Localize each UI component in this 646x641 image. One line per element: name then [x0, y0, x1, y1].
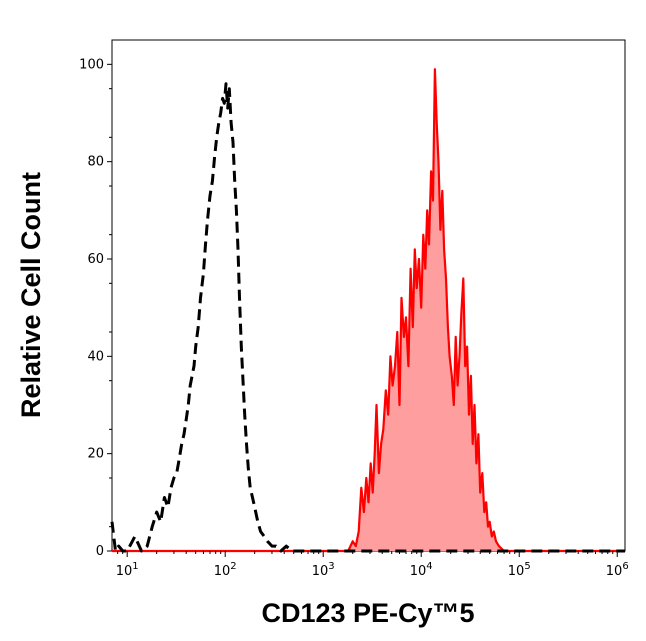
x-tick-label: 102: [214, 561, 237, 579]
y-tick-label: 60: [87, 252, 104, 267]
x-tick-base: 10: [606, 564, 623, 579]
y-axis: 0 20 40 60 80 100: [79, 57, 112, 559]
x-tick-label: 106: [606, 561, 629, 579]
x-tick-exponent: 6: [622, 561, 628, 572]
y-axis-title: Relative Cell Count: [16, 172, 46, 418]
x-tick-base: 10: [410, 564, 427, 579]
x-tick-exponent: 2: [230, 561, 236, 572]
x-axis-title: CD123 PE-Cy™5: [261, 598, 474, 628]
series-line-1: [110, 82, 625, 553]
y-tick-label: 80: [87, 155, 104, 170]
x-tick-exponent: 1: [132, 561, 138, 572]
x-tick-label: 104: [410, 561, 433, 579]
y-tick-label: 40: [87, 349, 104, 364]
y-tick-label: 0: [96, 544, 104, 559]
x-tick-exponent: 5: [524, 561, 530, 572]
x-tick-label: 101: [116, 561, 139, 579]
series-line-0: [112, 68, 625, 553]
y-tick-label: 20: [87, 447, 104, 462]
x-tick-exponent: 3: [328, 561, 334, 572]
x-axis: 101 102 103 104 105 106: [116, 551, 629, 579]
x-tick-base: 10: [312, 564, 329, 579]
x-tick-label: 103: [312, 561, 335, 579]
x-tick-base: 10: [214, 564, 231, 579]
x-tick-exponent: 4: [426, 561, 432, 572]
x-tick-base: 10: [508, 564, 525, 579]
y-tick-label: 100: [79, 57, 104, 72]
x-tick-base: 10: [116, 564, 133, 579]
x-tick-label: 105: [508, 561, 531, 579]
series-layer: [110, 68, 625, 553]
plot-frame: [111, 39, 626, 552]
series-fill-0: [112, 69, 625, 551]
